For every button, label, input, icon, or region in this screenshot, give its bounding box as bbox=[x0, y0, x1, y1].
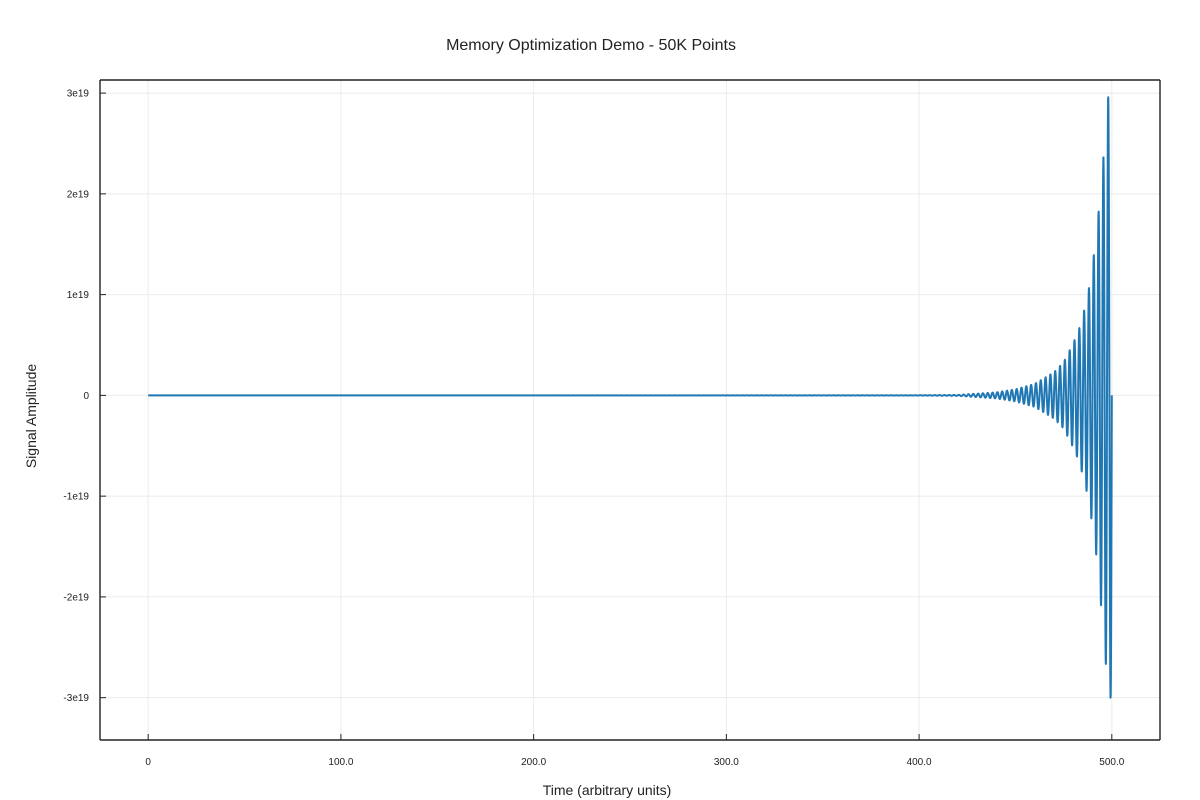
y-tick-label: 3e19 bbox=[67, 89, 90, 100]
y-tick-label: 0 bbox=[83, 391, 89, 402]
series-line-0 bbox=[147, 96, 1113, 699]
x-tick-label: 200.0 bbox=[521, 757, 546, 768]
x-tick-label: 100.0 bbox=[328, 757, 353, 768]
axis-ticks: 0 100.0 200.0 300.0 400.0 500.0 3e19 2e19 1e19 0 -… bbox=[63, 89, 1124, 768]
y-tick-label: -1e19 bbox=[63, 492, 89, 503]
y-tick-label: -2e19 bbox=[63, 592, 89, 603]
x-tick-label: 300.0 bbox=[714, 757, 739, 768]
x-tick-label: 0 bbox=[145, 757, 151, 768]
series-group bbox=[147, 96, 1113, 699]
plot-frame bbox=[99, 79, 1161, 741]
x-tick-label: 400.0 bbox=[907, 757, 932, 768]
x-axis-label: Time (arbitrary units) bbox=[543, 782, 672, 798]
y-axis-label: Signal Amplitude bbox=[23, 364, 39, 469]
x-tick-label: 500.0 bbox=[1099, 757, 1124, 768]
chart-title: Memory Optimization Demo - 50K Points bbox=[446, 37, 736, 54]
y-tick-label: 1e19 bbox=[67, 290, 90, 301]
y-tick-label: -3e19 bbox=[63, 693, 89, 704]
grid bbox=[100, 80, 1160, 740]
y-tick-label: 2e19 bbox=[67, 189, 90, 200]
